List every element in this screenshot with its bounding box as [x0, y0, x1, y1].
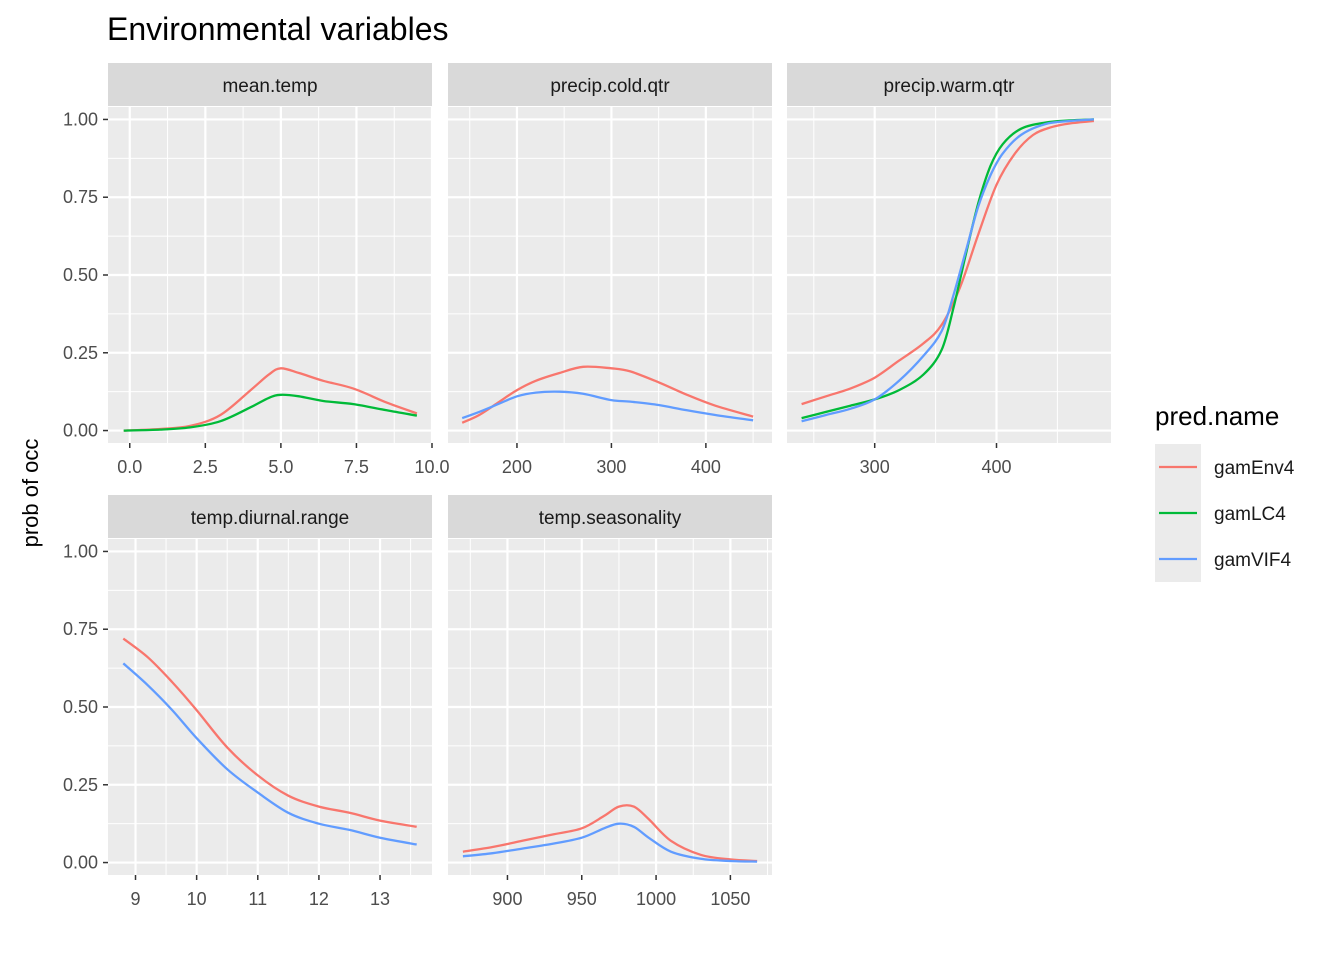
x-tick-label: 1050: [710, 889, 750, 909]
series-line-gamVIF4: [801, 118, 1094, 423]
x-tick-label: 900: [492, 889, 522, 909]
y-tick-label: 0.50: [63, 697, 98, 717]
panel-precip.warm.qtr: precip.warm.qtr 300 400: [787, 63, 1111, 477]
series-line-gamVIF4: [462, 822, 758, 863]
facet-panels: mean.temp 0.00 0.25 0.50 0.75 1.00 0.0 2.5 5.0 7.…: [63, 63, 1111, 909]
facet-strip: [787, 63, 1111, 106]
facet-strip-label: temp.seasonality: [539, 508, 682, 529]
y-tick-label: 0.50: [63, 265, 98, 285]
y-tick-label: 0.75: [63, 619, 98, 639]
x-tick-label: 10: [187, 889, 207, 909]
x-tick-label: 13: [370, 889, 390, 909]
legend-label-gamEnv4: gamEnv4: [1214, 458, 1295, 479]
facet-strip-label: mean.temp: [222, 76, 317, 97]
panel-precip.cold.qtr: precip.cold.qtr 200 300 400: [448, 63, 772, 477]
facet-strip-label: temp.diurnal.range: [191, 508, 349, 529]
x-tick-label: 7.5: [344, 457, 369, 477]
series-line-gamEnv4: [461, 365, 754, 424]
x-tick-label: 200: [502, 457, 532, 477]
y-tick-label: 0.00: [63, 853, 98, 873]
series-line-gamEnv4: [801, 119, 1095, 406]
y-axis-label: prob of occ: [18, 439, 43, 548]
x-tick-label: 400: [981, 457, 1011, 477]
x-tick-label: 0.0: [117, 457, 142, 477]
y-tick-label: 0.25: [63, 343, 98, 363]
x-tick-label: 12: [309, 889, 329, 909]
y-tick-label: 1.00: [63, 541, 98, 561]
x-tick-label: 1000: [636, 889, 676, 909]
x-tick-label: 5.0: [268, 457, 293, 477]
y-tick-label: 1.00: [63, 109, 98, 129]
x-tick-label: 300: [596, 457, 626, 477]
chart-title: Environmental variables: [107, 11, 449, 47]
series-line-gamVIF4: [122, 662, 417, 846]
series-line-gamLC4: [123, 393, 418, 432]
x-tick-label: 9: [131, 889, 141, 909]
series-line-gamVIF4: [461, 390, 754, 422]
series-line-gamEnv4: [462, 804, 758, 863]
x-tick-label: 400: [691, 457, 721, 477]
series-line-gamEnv4: [122, 637, 417, 828]
legend-label-gamLC4: gamLC4: [1214, 504, 1286, 525]
facet-strip: [108, 63, 432, 106]
y-tick-label: 0.00: [63, 421, 98, 441]
y-tick-label: 0.75: [63, 187, 98, 207]
legend-title: pred.name: [1155, 401, 1279, 431]
x-tick-label: 300: [860, 457, 890, 477]
panel-mean.temp: mean.temp 0.00 0.25 0.50 0.75 1.00 0.0 2.5 5.0 7.…: [63, 63, 450, 477]
facet-strip: [108, 495, 432, 538]
x-tick-label: 2.5: [193, 457, 218, 477]
x-tick-label: 10.0: [414, 457, 449, 477]
y-tick-label: 0.25: [63, 775, 98, 795]
facet-strip-label: precip.cold.qtr: [550, 76, 670, 97]
panel-temp.diurnal.range: temp.diurnal.range 0.00 0.25 0.50 0.75 1.00 9 1…: [63, 495, 432, 909]
facet-strip-label: precip.warm.qtr: [884, 76, 1016, 97]
panel-temp.seasonality: temp.seasonality 900 950 1000 1050: [448, 495, 772, 909]
legend-label-gamVIF4: gamVIF4: [1214, 550, 1292, 571]
series-line-gamEnv4: [123, 367, 418, 432]
facet-strip: [448, 495, 772, 538]
facet-strip: [448, 63, 772, 106]
series-line-gamLC4: [801, 118, 1094, 420]
x-tick-label: 950: [567, 889, 597, 909]
legend: pred.name gamEnv4 gamLC4 gamVIF4: [1155, 401, 1295, 582]
x-tick-label: 11: [248, 889, 267, 909]
